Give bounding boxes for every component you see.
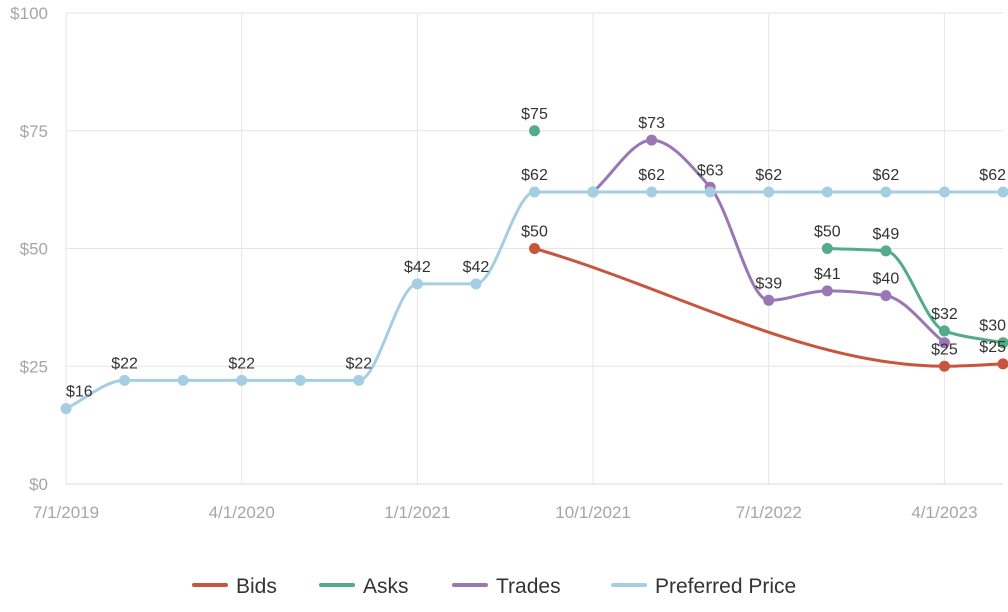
data-label-preferred-price: $62 [873, 167, 900, 184]
series-line-bids [533, 247, 1005, 368]
legend-item-bids[interactable]: Bids [192, 575, 277, 598]
data-point-preferred-price[interactable] [821, 186, 833, 198]
data-point-preferred-price[interactable] [294, 374, 306, 386]
y-tick-label: $50 [20, 240, 48, 259]
data-point-asks[interactable] [938, 325, 950, 337]
data-point-preferred-price[interactable] [177, 374, 189, 386]
x-axis-tick-labels: 7/1/2019 4/1/2020 1/1/2021 10/1/2021 7/1/202… [33, 503, 978, 522]
data-label-preferred-price: $62 [521, 167, 548, 184]
data-point-trades[interactable] [763, 294, 775, 306]
legend-label: Preferred Price [655, 575, 796, 598]
y-tick-label: $75 [20, 122, 48, 141]
data-label-preferred-price: $22 [111, 355, 138, 372]
data-point-preferred-price[interactable] [470, 278, 482, 290]
data-point-preferred-price[interactable] [880, 186, 892, 198]
data-label-trades: $41 [814, 266, 841, 283]
legend-item-preferred-price[interactable]: Preferred Price [611, 575, 796, 598]
series-line-asks [825, 247, 1005, 345]
data-point-preferred-price[interactable] [704, 186, 716, 198]
data-point-preferred-price[interactable] [646, 186, 658, 198]
y-tick-label: $100 [10, 4, 48, 23]
data-point-trades[interactable] [880, 290, 892, 302]
data-point-trades[interactable] [938, 337, 950, 349]
data-point-preferred-price[interactable] [997, 186, 1008, 198]
x-tick-label: 10/1/2021 [555, 503, 631, 522]
legend-item-asks[interactable]: Asks [319, 575, 409, 598]
data-label-trades: $63 [697, 162, 724, 179]
data-point-trades[interactable] [821, 285, 833, 297]
data-point-bids[interactable] [529, 243, 540, 254]
data-label-asks: $49 [873, 226, 900, 243]
legend-label: Bids [236, 575, 277, 598]
y-tick-label: $0 [29, 475, 48, 494]
data-label-preferred-price: $62 [755, 167, 782, 184]
data-label-preferred-price: $16 [66, 384, 93, 401]
data-label-preferred-price: $62 [638, 167, 665, 184]
data-label-asks: $32 [931, 306, 958, 323]
y-axis-tick-labels: $0 $25 $50 $75 $100 [10, 4, 48, 494]
data-point-bids[interactable] [938, 360, 950, 372]
data-labels: $50 $25 $25 $75 $50 $49 $32 $30 $73 $63 $39 $41 $40 $… [66, 106, 1006, 401]
series-line-preferred-price [64, 190, 1005, 411]
data-label-preferred-price: $42 [463, 259, 490, 276]
legend: Bids Asks Trades Preferred Price [192, 575, 796, 598]
data-point-asks[interactable] [997, 337, 1008, 349]
x-tick-label: 4/1/2020 [209, 503, 275, 522]
data-point-bids[interactable] [997, 358, 1008, 370]
data-label-preferred-price: $22 [228, 355, 255, 372]
data-point-preferred-price[interactable] [119, 374, 131, 386]
y-tick-label: $25 [20, 357, 48, 376]
x-tick-label: 4/1/2023 [911, 503, 977, 522]
data-point-asks[interactable] [821, 243, 833, 254]
x-tick-label: 7/1/2019 [33, 503, 99, 522]
data-label-asks: $30 [979, 318, 1006, 335]
grid [65, 12, 1003, 485]
data-label-bids: $25 [931, 341, 958, 358]
data-label-bids: $25 [979, 339, 1006, 356]
data-label-preferred-price: $42 [404, 259, 431, 276]
data-point-preferred-price[interactable] [236, 374, 248, 386]
data-label-asks: $50 [814, 224, 841, 241]
data-point-preferred-price[interactable] [529, 186, 540, 198]
x-tick-label: 7/1/2022 [736, 503, 802, 522]
legend-label: Trades [496, 575, 561, 598]
data-label-trades: $73 [638, 115, 665, 132]
data-point-preferred-price[interactable] [411, 278, 423, 290]
data-label-asks: $75 [521, 106, 548, 123]
legend-label: Asks [363, 575, 409, 598]
data-label-trades: $40 [873, 271, 900, 288]
data-label-preferred-price: $62 [979, 167, 1006, 184]
data-label-preferred-price: $22 [345, 355, 372, 372]
data-point-trades[interactable] [646, 134, 658, 146]
data-point-preferred-price[interactable] [587, 186, 599, 198]
data-point-asks[interactable] [880, 245, 892, 257]
series-points [60, 125, 1008, 415]
data-label-trades: $39 [755, 275, 782, 292]
data-point-preferred-price[interactable] [60, 403, 72, 415]
data-point-preferred-price[interactable] [763, 186, 775, 198]
data-point-preferred-price[interactable] [938, 186, 950, 198]
legend-item-trades[interactable]: Trades [452, 575, 561, 598]
data-point-asks[interactable] [529, 125, 540, 137]
data-point-preferred-price[interactable] [353, 374, 365, 386]
data-label-bids: $50 [521, 224, 548, 241]
x-tick-label: 1/1/2021 [384, 503, 450, 522]
